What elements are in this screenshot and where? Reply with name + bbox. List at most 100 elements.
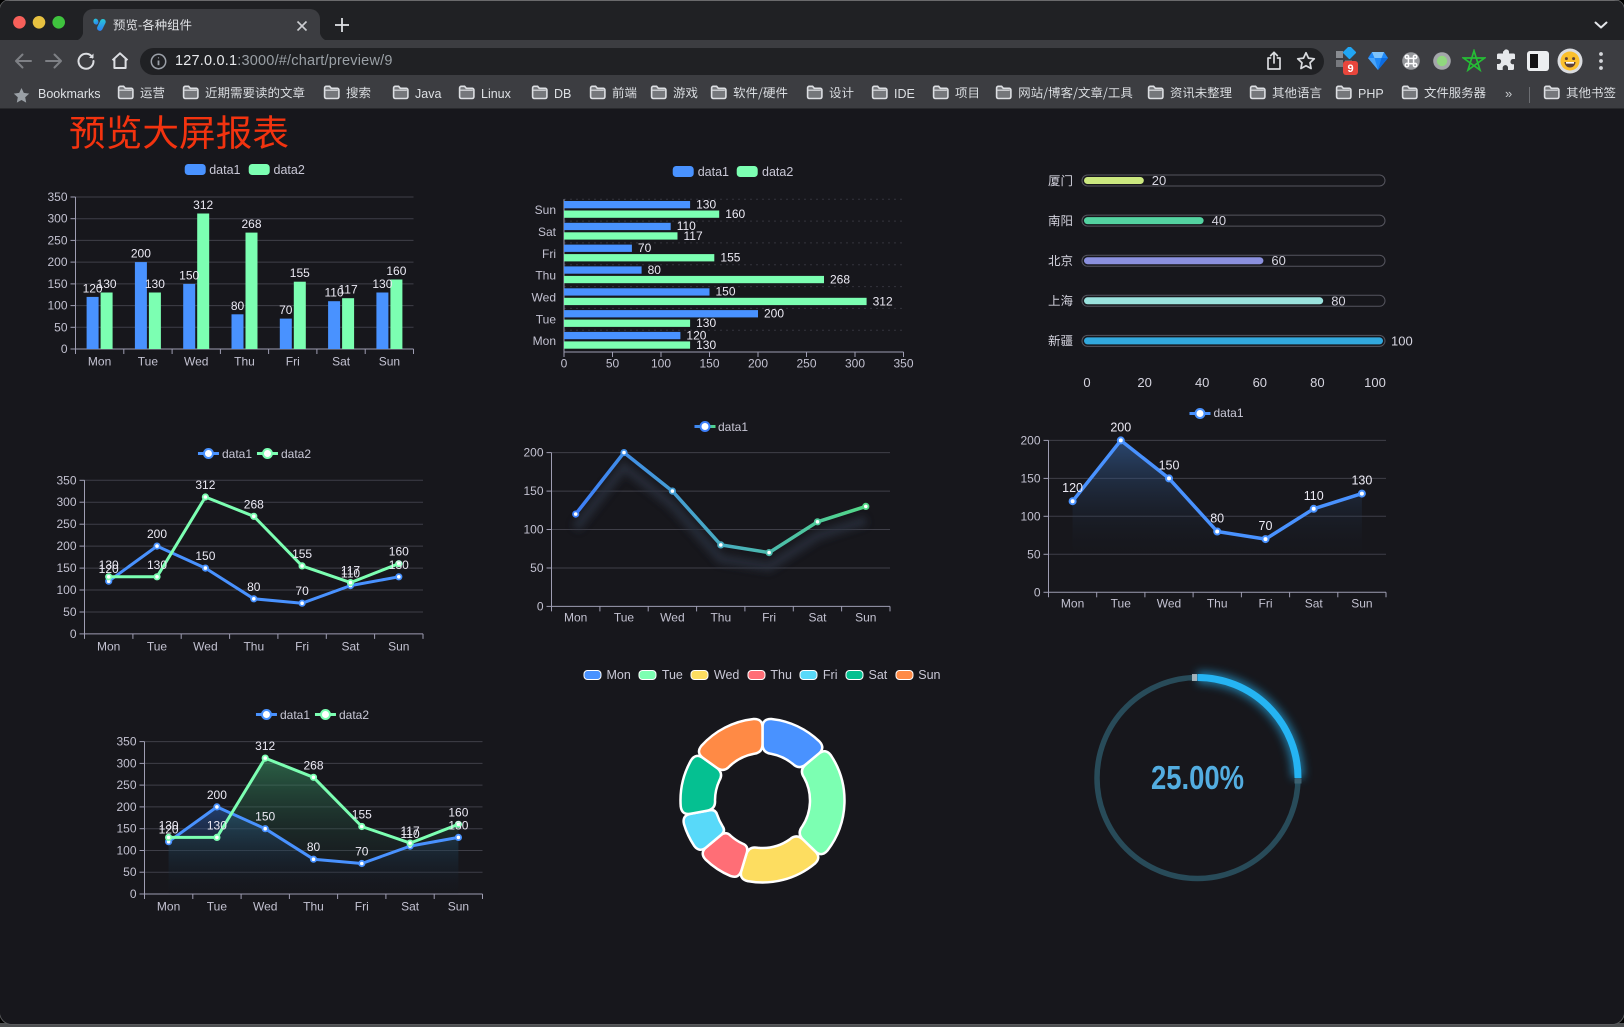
svg-text:200: 200 [748,357,768,371]
svg-text:Fri: Fri [286,355,300,369]
svg-text:Tue: Tue [147,639,168,653]
svg-text:0: 0 [130,887,137,901]
svg-text:130: 130 [1351,474,1372,488]
svg-text:Tue: Tue [614,610,635,624]
svg-text:150: 150 [699,357,719,371]
svg-text:40: 40 [1212,213,1226,228]
svg-text:Sun: Sun [535,203,556,217]
svg-text:100: 100 [56,583,76,597]
svg-text:110: 110 [1304,489,1324,503]
svg-text:160: 160 [725,207,745,221]
svg-text:160: 160 [448,805,468,819]
svg-text:25.00%: 25.00% [1151,759,1244,796]
svg-text:117: 117 [341,564,360,578]
svg-text:130: 130 [389,558,409,572]
svg-text:Sun: Sun [1351,596,1372,610]
svg-text:268: 268 [830,272,850,286]
svg-text:150: 150 [1020,471,1040,485]
svg-text:Fri: Fri [542,247,556,261]
svg-text:Tue: Tue [138,355,159,369]
svg-text:60: 60 [1271,253,1285,268]
svg-text:80: 80 [1310,375,1324,390]
svg-text:200: 200 [523,446,543,460]
svg-text:Wed: Wed [253,900,277,914]
svg-text:80: 80 [648,263,662,277]
svg-text:130: 130 [696,316,716,330]
svg-text:Mon: Mon [564,610,587,624]
svg-text:Sun: Sun [379,355,400,369]
svg-text:130: 130 [696,197,716,211]
svg-text:130: 130 [159,818,179,832]
svg-text:268: 268 [244,497,264,511]
svg-text:312: 312 [195,478,215,492]
svg-text:150: 150 [47,277,67,291]
svg-text:Thu: Thu [243,639,264,653]
svg-text:Mon: Mon [157,900,180,914]
svg-text:Mon: Mon [88,355,111,369]
svg-text:Tue: Tue [536,312,557,326]
svg-text:20: 20 [1137,375,1151,390]
svg-text:80: 80 [1210,512,1224,526]
svg-text:150: 150 [116,822,136,836]
svg-text:0: 0 [561,357,568,371]
svg-text:0: 0 [1034,585,1041,599]
svg-text:110: 110 [677,219,696,233]
svg-text:155: 155 [290,266,310,280]
svg-text:200: 200 [56,539,76,553]
svg-text:117: 117 [684,229,703,243]
svg-text:350: 350 [47,190,67,204]
svg-text:50: 50 [1027,547,1041,561]
svg-text:Wed: Wed [660,610,684,624]
svg-text:160: 160 [386,264,406,278]
svg-text:Sat: Sat [808,610,827,624]
svg-text:155: 155 [352,808,372,822]
svg-text:130: 130 [372,277,392,291]
svg-text:100: 100 [1364,375,1386,390]
svg-text:117: 117 [401,824,420,838]
svg-text:250: 250 [47,233,67,247]
svg-text:150: 150 [1159,458,1180,472]
svg-text:70: 70 [638,241,652,255]
svg-text:Fri: Fri [1259,596,1273,610]
svg-text:120: 120 [1062,481,1083,495]
svg-text:200: 200 [207,788,227,802]
svg-text:130: 130 [696,338,716,352]
svg-text:100: 100 [523,523,543,537]
svg-text:312: 312 [873,294,893,308]
svg-text:110: 110 [341,567,360,581]
svg-text:Mon: Mon [533,334,556,348]
svg-text:130: 130 [207,818,227,832]
svg-text:150: 150 [195,549,215,563]
svg-text:110: 110 [401,827,420,841]
svg-text:80: 80 [307,840,321,854]
svg-text:Sun: Sun [855,610,876,624]
svg-text:Sat: Sat [341,639,360,653]
svg-text:Fri: Fri [295,639,309,653]
svg-text:Fri: Fri [355,900,369,914]
svg-text:150: 150 [255,810,275,824]
svg-text:Wed: Wed [184,355,208,369]
svg-text:0: 0 [1083,375,1090,390]
svg-text:Thu: Thu [303,900,324,914]
svg-text:300: 300 [845,357,865,371]
svg-text:200: 200 [1110,420,1131,434]
svg-text:350: 350 [893,357,913,371]
svg-text:Mon: Mon [1061,596,1084,610]
svg-text:130: 130 [97,277,117,291]
svg-text:20: 20 [1152,173,1166,188]
svg-text:Tue: Tue [207,900,228,914]
svg-text:200: 200 [764,307,784,321]
svg-text:Sat: Sat [538,225,557,239]
svg-text:312: 312 [255,739,275,753]
svg-text:Mon: Mon [97,639,120,653]
svg-text:312: 312 [193,198,213,212]
svg-text:70: 70 [295,584,309,598]
svg-text:Tue: Tue [1111,596,1132,610]
svg-text:50: 50 [606,357,620,371]
svg-text:40: 40 [1195,375,1209,390]
svg-text:Sat: Sat [401,900,420,914]
svg-text:50: 50 [63,605,77,619]
svg-text:120: 120 [83,281,103,295]
svg-text:155: 155 [292,547,312,561]
svg-text:50: 50 [123,865,137,879]
